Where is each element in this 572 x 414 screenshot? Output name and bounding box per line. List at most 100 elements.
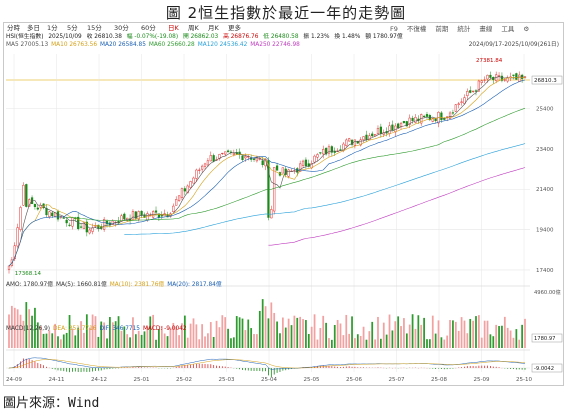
- candle-body-106: [313, 155, 316, 163]
- volume-bar-66: [198, 339, 201, 348]
- candle-body-63: [189, 181, 192, 188]
- amo-legend-row: AMO: 1780.97億 MA(5): 1660.81億 MA(10): 2381…: [6, 281, 225, 289]
- volume-bar-36: [111, 322, 114, 348]
- candle-body-53: [160, 214, 163, 217]
- volume-bar-45: [137, 330, 140, 348]
- candle-body-48: [146, 213, 149, 221]
- price-tick-3: 23400: [536, 147, 554, 153]
- macd-bar-112: [331, 366, 333, 368]
- macd-bar-43: [132, 367, 134, 368]
- period-tab-9[interactable]: 月K: [208, 24, 219, 32]
- ma-legend-4: MA120 24536.42: [197, 42, 248, 48]
- candle-body-138: [405, 121, 408, 127]
- period-tab-5[interactable]: 30分: [114, 24, 129, 32]
- tool-5[interactable]: 工具: [501, 25, 515, 33]
- right-tools: F9 不復權 前期 統計 畫線 工具 ⚙: [390, 23, 538, 33]
- amo-legend-0: AMO: 1780.97億: [6, 282, 53, 288]
- macd-bar-119: [351, 366, 353, 368]
- volume-bar-85: [253, 334, 255, 348]
- period-tab-10[interactable]: 更多: [228, 24, 241, 32]
- macd-bar-29: [92, 368, 93, 372]
- candle-body-58: [175, 199, 178, 206]
- macd-bar-156: [458, 367, 460, 368]
- price-tick-1: 19400: [536, 228, 554, 234]
- candle-body-20: [65, 219, 68, 224]
- volume-bar-17: [57, 336, 59, 348]
- candle-body-57: [172, 205, 175, 213]
- volume-bar-48: [146, 326, 149, 348]
- volume-bar-135: [397, 316, 400, 348]
- volume-bar-73: [218, 327, 221, 348]
- volume-bar-150: [440, 337, 443, 348]
- candle-body-13: [45, 207, 48, 216]
- macd-bar-26: [83, 368, 85, 372]
- volume-bar-102: [302, 319, 304, 348]
- volume-bar-127: [374, 339, 376, 348]
- candle-body-51: [154, 210, 158, 213]
- candle-body-55: [166, 214, 169, 218]
- candle-body-6: [25, 184, 28, 207]
- tool-4[interactable]: 畫線: [479, 25, 493, 33]
- candle-body-147: [431, 118, 434, 122]
- candle-body-101: [299, 163, 302, 172]
- tool-6[interactable]: ⚙: [523, 25, 530, 33]
- candle-body-95: [281, 167, 284, 174]
- volume-bar-65: [195, 324, 198, 348]
- volume-bar-167: [489, 334, 492, 348]
- volume-bar-96: [284, 327, 287, 348]
- candle-body-34: [105, 220, 109, 225]
- candle-body-21: [68, 224, 71, 226]
- volume-bar-10: [36, 322, 39, 348]
- period-tab-3[interactable]: 5分: [67, 24, 78, 32]
- candle-body-150: [440, 112, 443, 121]
- volume-bar-94: [279, 333, 281, 348]
- candle-body-85: [252, 158, 256, 160]
- period-tab-1[interactable]: 多日: [27, 24, 40, 32]
- candle-body-59: [177, 195, 181, 201]
- tool-1[interactable]: 不復權: [406, 25, 427, 33]
- volume-bar-124: [365, 339, 368, 348]
- macd-bar-162: [475, 366, 477, 368]
- volume-bar-55: [166, 336, 169, 348]
- volume-bar-106: [313, 314, 316, 348]
- volume-bar-31: [97, 336, 100, 348]
- index-name: HSI(恒生指數): [6, 34, 44, 40]
- macd-legend-1: DEA: 351.7716: [53, 326, 97, 332]
- volume-bar-3: [16, 309, 19, 348]
- period-tab-4[interactable]: 15分: [87, 24, 102, 32]
- volume-bar-157: [460, 317, 463, 348]
- volume-bar-68: [204, 336, 206, 348]
- volume-bar-170: [498, 326, 500, 348]
- macd-bar-84: [250, 368, 252, 371]
- volume-bar-76: [227, 328, 229, 348]
- macd-legend-0: MACD(12,26,9): [6, 326, 51, 332]
- volume-bar-82: [244, 330, 247, 348]
- candle-body-153: [448, 112, 452, 119]
- period-tab-8[interactable]: 周K: [188, 24, 199, 32]
- x-tick-4: 25-02: [176, 377, 192, 383]
- volume-bar-159: [466, 333, 469, 348]
- volume-bar-152: [446, 335, 449, 348]
- candle-body-64: [192, 177, 195, 184]
- quote-date: 2025/10/09: [48, 34, 82, 40]
- volume-bar-58: [175, 326, 178, 348]
- period-tab-0[interactable]: 分時: [7, 24, 20, 32]
- volume-bar-78: [232, 337, 235, 348]
- volume-bar-83: [247, 319, 250, 348]
- tool-2[interactable]: 前期: [435, 25, 449, 33]
- x-tick-5: 25-03: [219, 377, 235, 383]
- candle-body-9: [33, 204, 37, 208]
- period-tab-2[interactable]: 1分: [47, 24, 58, 32]
- volume-bar-16: [54, 323, 56, 348]
- volume-value-box: [531, 333, 563, 343]
- tool-0[interactable]: F9: [390, 25, 398, 33]
- period-tab-7[interactable]: 日K: [168, 24, 179, 32]
- tool-3[interactable]: 統計: [457, 25, 471, 33]
- volume-bar-118: [348, 333, 351, 348]
- volume-bar-4: [19, 314, 22, 348]
- period-tab-6[interactable]: 60分: [141, 24, 156, 32]
- volume-bar-7: [28, 309, 31, 348]
- macd-bar-179: [524, 368, 526, 370]
- volume-bar-60: [181, 323, 183, 348]
- volume-bar-147: [431, 315, 434, 348]
